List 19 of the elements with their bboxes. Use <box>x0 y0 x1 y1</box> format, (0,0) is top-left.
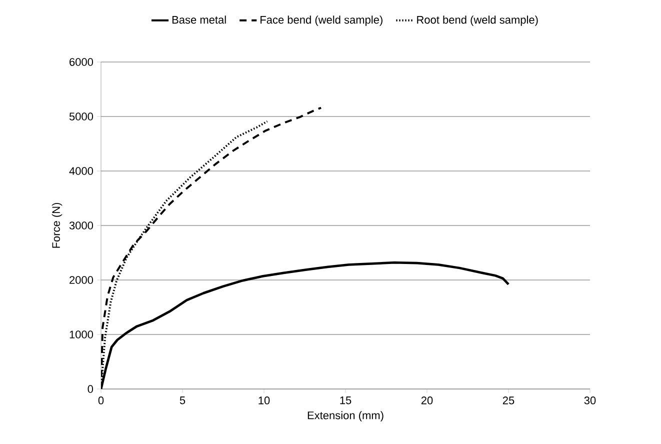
y-tick-label: 5000 <box>69 112 94 120</box>
legend-label: Face bend (weld sample) <box>260 16 382 26</box>
x-tick-label: 5 <box>180 396 186 404</box>
x-tick-label: 0 <box>98 396 104 404</box>
x-axis-title: Extension (mm) <box>308 411 384 422</box>
x-tick-label: 15 <box>340 396 352 404</box>
legend-label: Root bend (weld sample) <box>417 16 538 26</box>
y-tick-label: 2000 <box>70 276 94 284</box>
legend-label: Base metal <box>172 16 226 24</box>
x-tick-label: 30 <box>584 396 596 404</box>
y-tick-label: 1000 <box>70 330 94 338</box>
x-tick-label: 25 <box>502 396 514 404</box>
y-axis-title: Force (N) <box>52 202 62 248</box>
y-tick-label: 6000 <box>70 58 94 66</box>
y-tick-label: 3000 <box>69 222 94 230</box>
y-tick-label: 4000 <box>69 167 94 175</box>
y-tick-label: 0 <box>88 385 94 393</box>
x-tick-label: 10 <box>258 396 270 404</box>
x-tick-label: 20 <box>421 396 433 404</box>
